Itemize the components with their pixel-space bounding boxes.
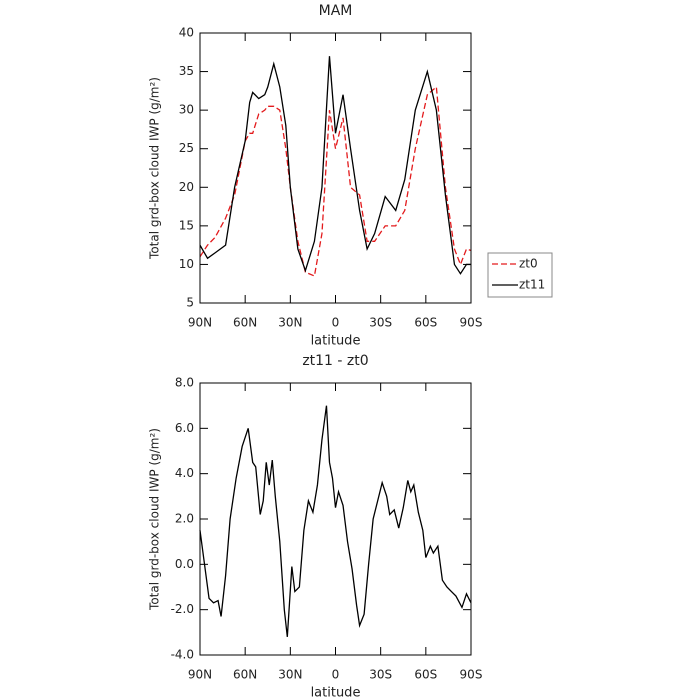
- y-tick-label: -4.0: [171, 648, 194, 662]
- y-tick-label: 4.0: [175, 466, 194, 480]
- y-axis-label: Total grd-box cloud IWP (g/m²): [148, 77, 162, 260]
- plot-frame: [199, 382, 472, 656]
- panel: zt11 - zt0 latitude Total grd-box cloud IW…: [148, 353, 483, 700]
- data-line: [199, 85, 472, 277]
- x-tick-label: 90S: [460, 316, 483, 330]
- x-tick-label: 30S: [369, 316, 392, 330]
- y-tick-label: 6.0: [175, 421, 194, 435]
- y-tick-label: 0.0: [175, 557, 194, 571]
- x-tick-label: 60S: [414, 316, 437, 330]
- chart-title: MAM: [319, 3, 353, 19]
- y-tick-label: 40: [179, 26, 194, 40]
- legend-box: [487, 252, 553, 298]
- y-tick-label: 30: [179, 103, 194, 117]
- panel: MAM latitude Total grd-box cloud IWP (g/m²…: [148, 3, 553, 349]
- chart-title: zt11 - zt0: [302, 353, 368, 369]
- data-line: [199, 405, 472, 637]
- x-tick-label: 0: [332, 316, 340, 330]
- y-tick-label: 5: [186, 296, 194, 310]
- y-tick-label: 35: [179, 64, 194, 78]
- x-tick-label: 0: [332, 668, 340, 682]
- legend-label: zt11: [519, 278, 545, 292]
- y-tick-label: 2.0: [175, 512, 194, 526]
- data-line: [199, 56, 471, 275]
- y-tick-label: 8.0: [175, 376, 194, 390]
- legend-label: zt0: [519, 257, 538, 271]
- x-tick-label: 30N: [278, 316, 302, 330]
- y-tick-label: 10: [179, 257, 194, 271]
- x-tick-label: 60N: [233, 316, 257, 330]
- x-tick-label: 90N: [188, 316, 212, 330]
- x-tick-label: 90N: [188, 668, 212, 682]
- y-tick-label: 20: [179, 180, 194, 194]
- y-axis-label: Total grd-box cloud IWP (g/m²): [148, 428, 162, 611]
- x-tick-label: 60N: [233, 668, 257, 682]
- x-axis-label: latitude: [311, 686, 361, 700]
- y-tick-label: 15: [179, 218, 194, 232]
- plot-frame: [199, 32, 472, 304]
- x-tick-label: 30S: [369, 668, 392, 682]
- x-tick-label: 90S: [460, 668, 483, 682]
- y-tick-label: -2.0: [171, 602, 194, 616]
- x-tick-label: 60S: [414, 668, 437, 682]
- x-tick-label: 30N: [278, 668, 302, 682]
- legend: zt0 zt11: [487, 252, 553, 298]
- y-tick-label: 25: [179, 141, 194, 155]
- x-axis-label: latitude: [311, 334, 361, 349]
